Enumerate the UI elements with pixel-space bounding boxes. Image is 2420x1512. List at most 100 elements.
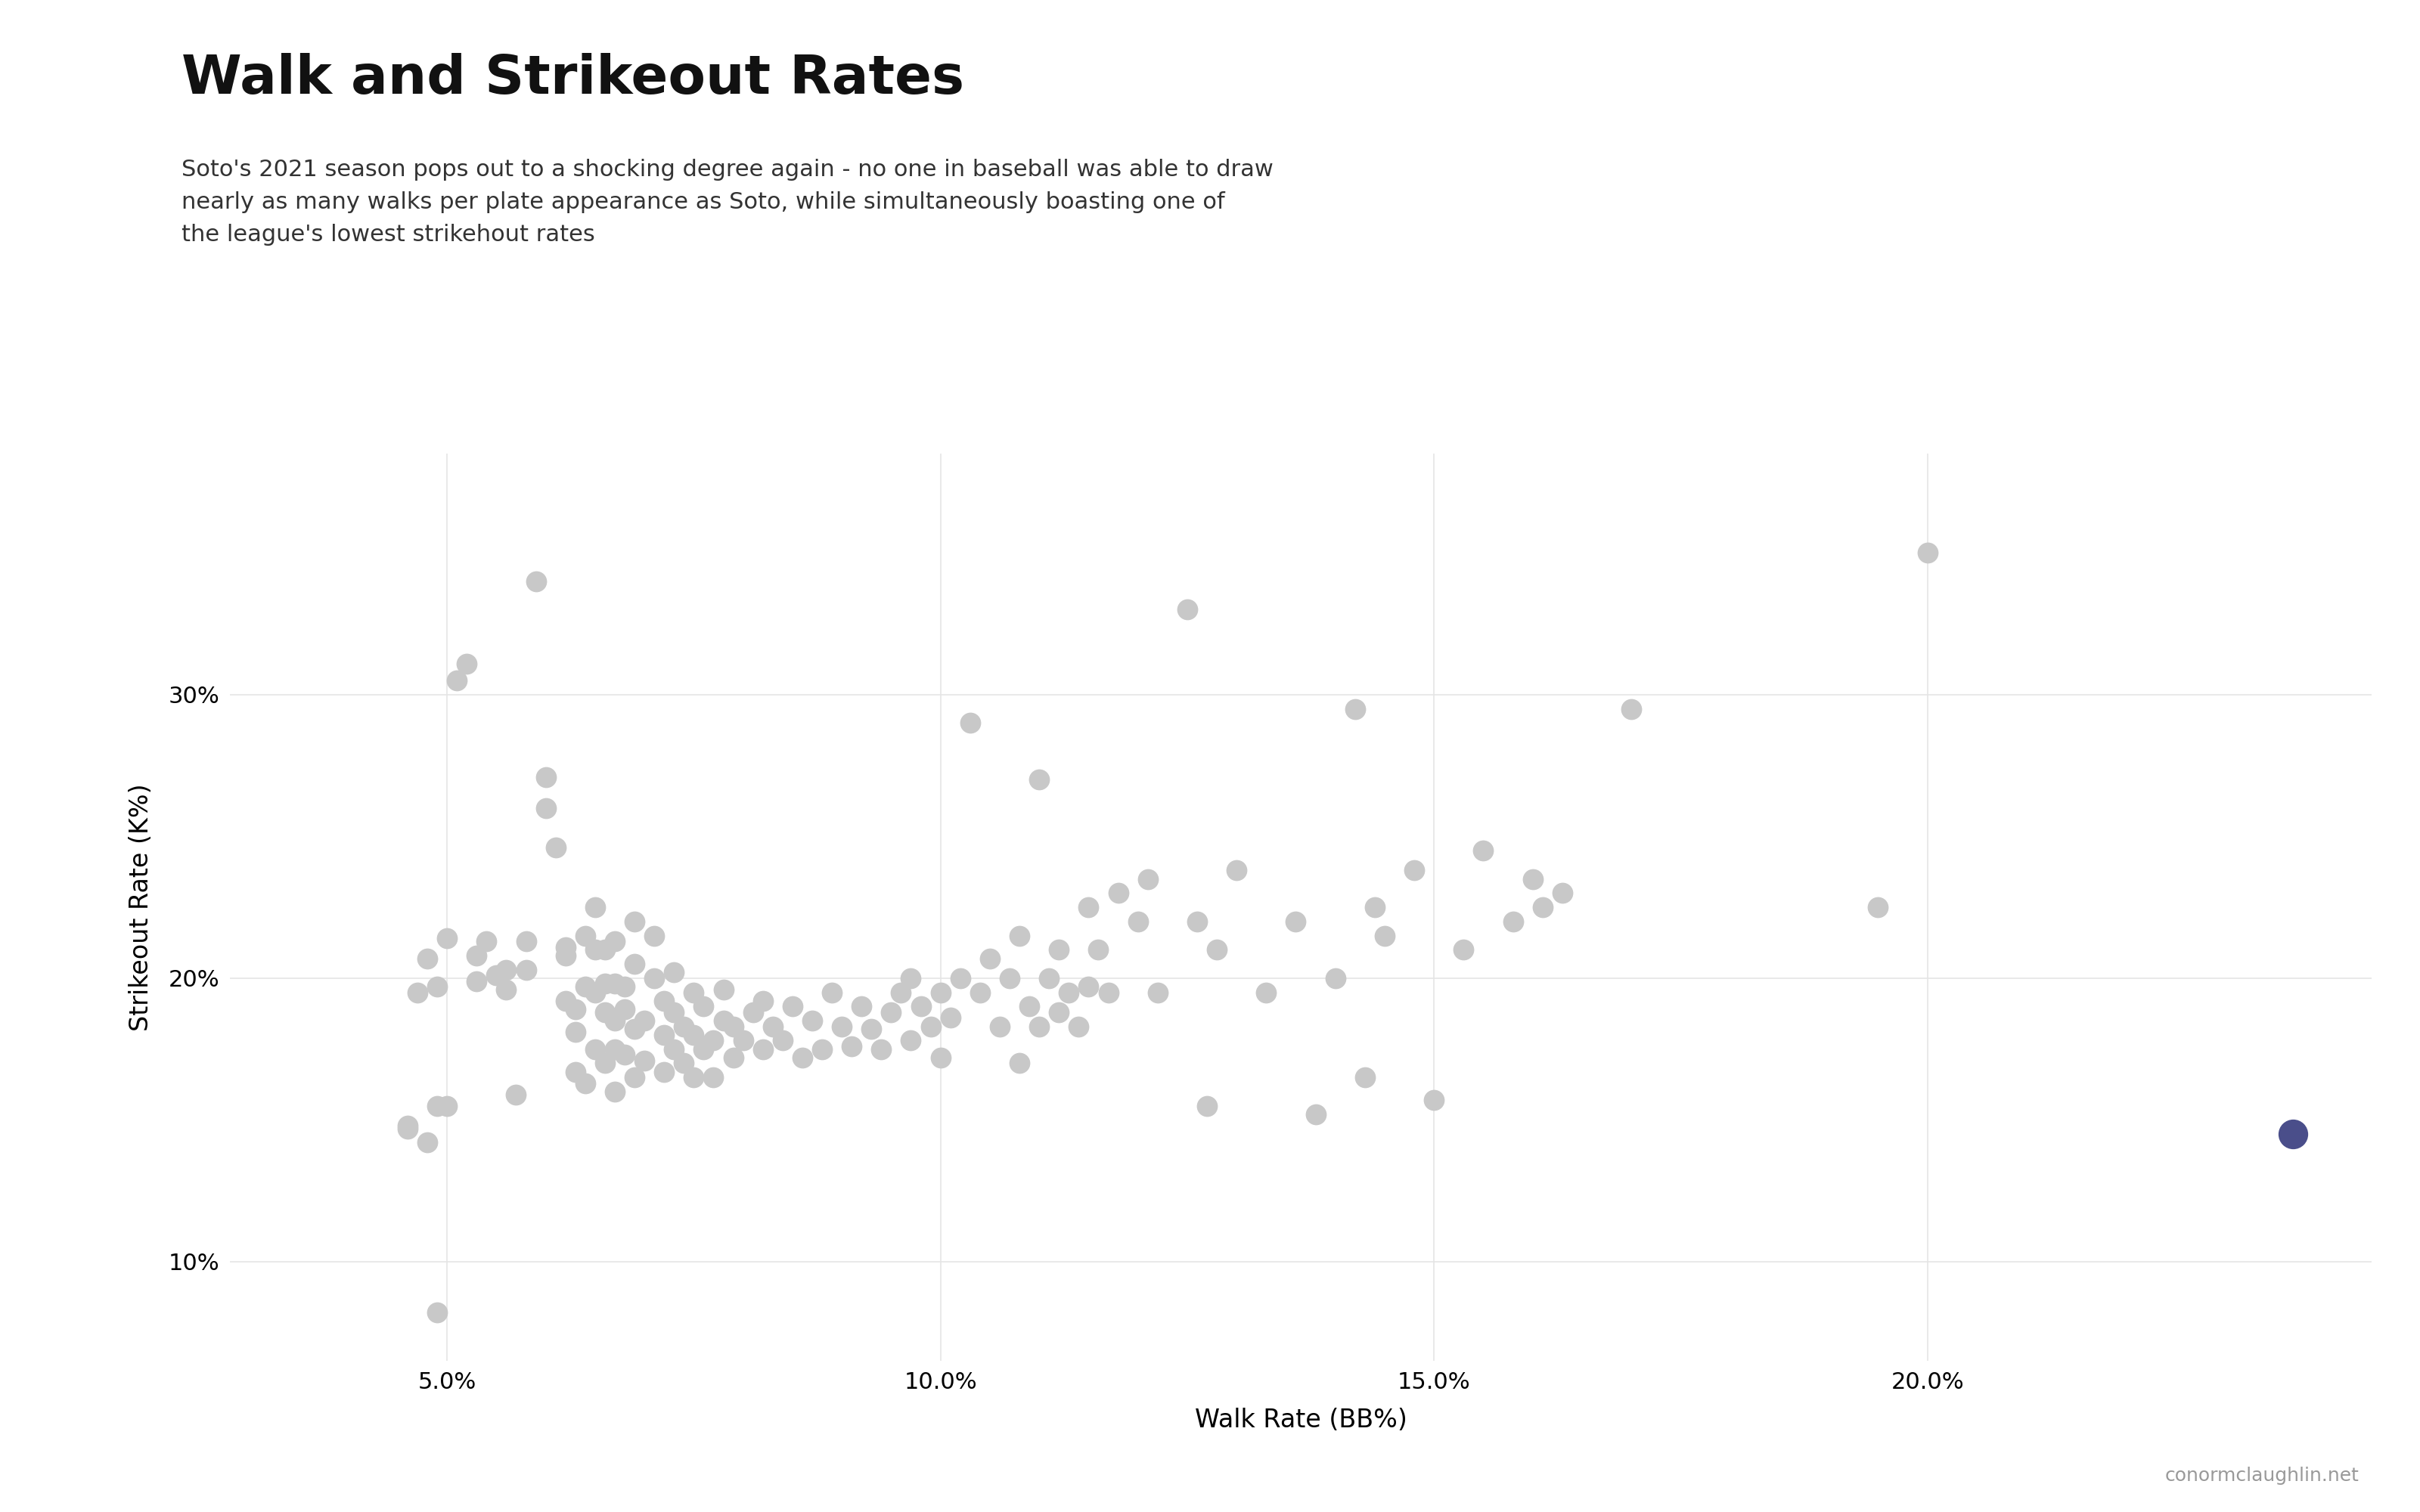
Point [515,569,554,593]
Point [675,1022,714,1046]
Point [1041,937,1079,962]
Point [586,972,624,996]
Point [566,974,605,998]
Point [891,1028,929,1052]
Point [506,928,544,954]
Point [685,1037,724,1061]
Point [438,668,477,692]
Point [714,1045,753,1069]
Point [566,924,605,948]
Point [941,966,980,990]
Point [576,937,615,962]
Point [1246,980,1285,1004]
Point [852,1018,891,1042]
Point [803,1037,842,1061]
Point [486,957,525,981]
Point [496,1083,535,1107]
Point [1031,966,1070,990]
Point [1118,909,1157,933]
Point [1336,697,1375,721]
Point [1198,937,1237,962]
Point [951,711,990,735]
Point [871,999,910,1024]
Point [1019,1015,1058,1039]
Point [1544,881,1583,906]
Point [1019,768,1058,792]
Point [922,980,961,1004]
Point [1050,980,1089,1004]
Point [743,1037,782,1061]
Text: conormclaughlin.net: conormclaughlin.net [2166,1467,2360,1485]
Point [881,980,920,1004]
Point [900,995,939,1019]
Point [557,1019,595,1043]
Point [1464,838,1503,862]
Point [557,1060,595,1084]
Point [409,1131,448,1155]
Point [695,1064,733,1089]
Point [990,966,1028,990]
Point [477,963,515,987]
Point [467,928,506,954]
Point [1907,541,1946,565]
Point [595,1009,634,1033]
Point [1355,895,1394,919]
Point [1137,980,1176,1004]
Point [823,1015,862,1039]
Point [1522,895,1561,919]
Point [615,909,653,933]
Point [714,1015,753,1039]
Point [1365,924,1404,948]
Point [704,977,743,1001]
Point [1179,909,1217,933]
Text: Walk and Strikeout Rates: Walk and Strikeout Rates [182,53,963,106]
Point [615,1018,653,1042]
Point [999,924,1038,948]
Point [547,943,586,968]
Point [813,980,852,1004]
Point [586,1051,624,1075]
Point [753,1015,791,1039]
Point [547,934,586,959]
Text: Soto's 2021 season pops out to a shocking degree again - no one in baseball was : Soto's 2021 season pops out to a shockin… [182,159,1273,245]
Point [999,1051,1038,1075]
Point [1394,859,1433,883]
Point [419,974,457,998]
Point [784,1045,823,1069]
Point [762,1028,801,1052]
Point [615,1064,653,1089]
Point [605,998,644,1022]
Point [486,977,525,1001]
Point [1099,881,1137,906]
Point [1128,866,1166,891]
Point [1060,1015,1099,1039]
Point [656,1037,695,1061]
Point [666,1051,704,1075]
Point [528,765,566,789]
Point [448,652,486,676]
Point [644,1022,682,1046]
Point [685,995,724,1019]
Point [419,1300,457,1325]
Point [409,947,448,971]
Point [397,980,436,1004]
Point [605,1043,644,1067]
Point [457,969,496,993]
Point [1859,895,1897,919]
Point [1612,697,1650,721]
Point [912,1015,951,1039]
Point [615,953,653,977]
Point [1445,937,1483,962]
Point [1188,1093,1227,1117]
Point [457,943,496,968]
Point [576,1037,615,1061]
Point [595,1037,634,1061]
Point [1493,909,1532,933]
Point [922,1045,961,1069]
Point [1070,974,1108,998]
Point [961,980,999,1004]
Point [970,947,1009,971]
Point [1217,859,1256,883]
Point [980,1015,1019,1039]
Point [547,989,586,1013]
